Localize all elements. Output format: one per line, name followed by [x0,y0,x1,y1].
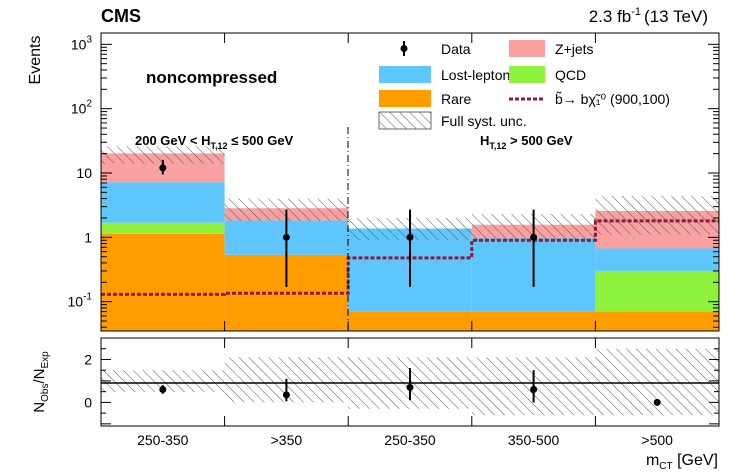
category-label: noncompressed [146,68,277,87]
xtick-label-3: 350-500 [508,432,560,448]
ytick-label-2: 10 [76,165,92,181]
legend-qcd-label: QCD [555,67,586,83]
data-point-3 [530,233,538,241]
xtick-label-2: 250-350 [384,432,436,448]
ratio-point-4 [653,398,661,406]
bottom-frame [100,337,720,427]
legend-syst-label: Full syst. unc. [441,113,527,129]
syst-band-bin-4 [595,195,719,235]
ratio-point-0 [159,386,167,394]
bar-qcd-4 [595,270,719,312]
ratio-band-bin-0 [101,370,225,393]
legend-signal-label: b̃→ bχ̃₁⁰ (900,100) [555,91,670,107]
xtick-label-4: >500 [641,432,673,448]
ytick-label-1: 1 [84,229,92,245]
region-label-high: HT,12 > 500 GeV [480,133,573,151]
ratio-point-2 [406,383,414,391]
bar-rare-4 [595,311,719,331]
y-axis-label: Events [27,36,44,85]
bar-rare-2 [348,311,472,331]
legend-rare-label: Rare [441,91,472,107]
ytick-label-4: 103 [71,34,93,52]
bar-qcd-0 [101,222,225,234]
lumi-label: 2.3 fb-1 (13 TeV) [589,6,708,26]
bar-lostlepton-0 [101,182,225,223]
bar-lostlepton-4 [595,248,719,271]
legend-syst-hatch [379,112,431,129]
ratio-ytick-label-1: 2 [84,351,92,367]
legend-lostlepton-swatch [379,66,431,83]
ratio-ytick-label-0: 0 [84,394,92,410]
ratio-point-3 [530,386,538,394]
legend-data-marker [400,45,408,52]
ytick-label-3: 102 [71,99,93,117]
bar-rare-0 [101,233,225,331]
syst-band-bin-0 [101,146,225,164]
ytick-label-0: 10-1 [68,292,93,310]
data-point-0 [159,164,167,172]
legend-qcd-swatch [509,66,545,83]
legend-zjets-swatch [509,40,545,57]
legend-lostlepton-label: Lost-lepton [441,67,510,83]
legend-rare-swatch [379,90,431,107]
legend: Data Z+jets Lost-lepton QCD Rare b̃→ bχ̃… [378,40,670,130]
top-frame [100,32,720,332]
data-points [159,159,538,287]
legend-data-label: Data [441,41,471,57]
top-axes: 10-1 1 10 102 103 [68,32,720,332]
xtick-label-1: >350 [271,432,303,448]
x-tick-labels: 250-350 >350 250-350 350-500 >500 [137,432,673,448]
legend-zjets-label: Z+jets [555,41,594,57]
bar-rare-3 [471,311,596,331]
xtick-label-0: 250-350 [137,432,189,448]
region-label-low: 200 GeV < HT,12 ≤ 500 GeV [135,133,294,151]
x-axis-label: mCT [GeV] [646,452,718,471]
bottom-axes: 02 [84,337,720,427]
ratio-y-label: NObs/NExp [31,351,51,413]
data-point-1 [282,233,290,241]
ratio-points [159,368,661,406]
cms-label: CMS [101,6,141,26]
ratio-point-1 [282,391,290,399]
data-point-2 [406,233,414,241]
